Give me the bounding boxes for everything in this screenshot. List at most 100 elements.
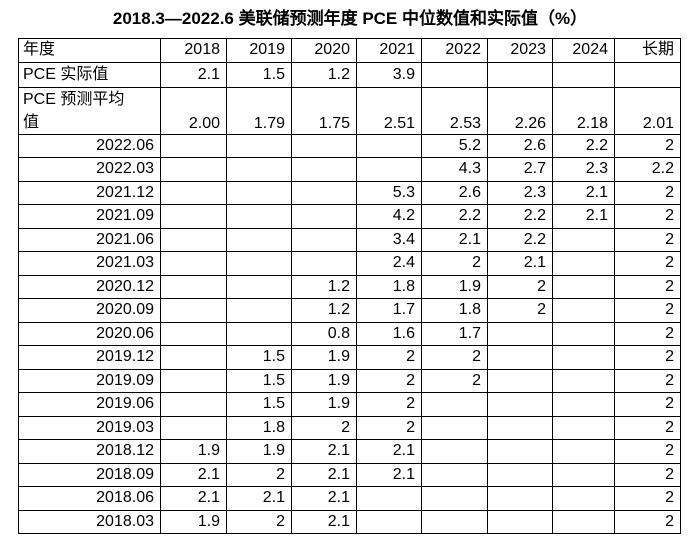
table-cell — [226, 251, 292, 276]
table-cell: 2 — [487, 274, 553, 299]
table-cell — [487, 321, 553, 346]
table-cell: 1.7 — [421, 321, 488, 346]
table-cell: 2.2 — [552, 133, 615, 158]
header-cell: 长期 — [614, 38, 681, 63]
table-row: 2018.06 2.1 2.1 2.1 2 — [18, 486, 681, 511]
table-cell — [356, 486, 422, 511]
table-cell: 5.2 — [421, 133, 488, 158]
table-cell — [291, 180, 357, 205]
table-cell: 2.51 — [356, 86, 422, 135]
header-cell: 年度 — [18, 38, 161, 63]
table-cell — [487, 486, 553, 511]
table-cell: 1.9 — [421, 274, 488, 299]
table-cell: 2.4 — [356, 251, 422, 276]
table-cell: 1.6 — [356, 321, 422, 346]
table-cell: 2.26 — [487, 86, 553, 135]
table-cell — [291, 133, 357, 158]
table-row: 2020.09 1.2 1.7 1.8 2 2 — [18, 298, 681, 323]
table-cell: 2 — [421, 251, 488, 276]
table-cell — [552, 61, 615, 88]
table-cell: 1.9 — [160, 509, 227, 534]
table-row: 2019.03 1.8 2 2 2 — [18, 415, 681, 440]
table-cell: 2.1 — [291, 509, 357, 534]
table-cell: 2.2 — [421, 204, 488, 229]
table-cell: 1.9 — [291, 392, 357, 417]
table-row: 2022.03 4.3 2.7 2.3 2.2 — [18, 157, 681, 182]
table-cell: 2 — [614, 133, 681, 158]
table-cell: 5.3 — [356, 180, 422, 205]
table-row: 2019.12 1.5 1.9 2 2 2 — [18, 345, 681, 370]
table-cell — [552, 321, 615, 346]
row-label: 2021.09 — [18, 204, 161, 229]
table-cell: 1.9 — [291, 368, 357, 393]
table-cell — [160, 133, 227, 158]
table-cell — [160, 204, 227, 229]
table-cell: 1.2 — [291, 274, 357, 299]
table-cell — [552, 462, 615, 487]
header-cell: 2022 — [421, 38, 488, 63]
header-cell: 2019 — [226, 38, 292, 63]
table-cell — [552, 509, 615, 534]
table-cell: 2.1 — [160, 61, 227, 88]
table-cell — [421, 509, 488, 534]
table-row: 2021.09 4.2 2.2 2.2 2.1 2 — [18, 204, 681, 229]
table-cell: 1.5 — [226, 61, 292, 88]
table-cell — [421, 486, 488, 511]
table-cell: 1.2 — [291, 61, 357, 88]
table-cell: 2 — [614, 486, 681, 511]
table-cell: 2 — [356, 368, 422, 393]
table-cell: 2.1 — [552, 204, 615, 229]
header-row: 年度 2018 2019 2020 2021 2022 2023 2024 长期 — [18, 38, 681, 63]
table-cell: 1.79 — [226, 86, 292, 135]
table-cell: 2 — [614, 368, 681, 393]
table-cell: 2 — [614, 274, 681, 299]
table-cell — [487, 61, 553, 88]
table-cell: 2 — [614, 204, 681, 229]
table-cell — [226, 321, 292, 346]
row-label: 2018.06 — [18, 486, 161, 511]
header-cell: 2020 — [291, 38, 357, 63]
table-cell: 2 — [614, 415, 681, 440]
table-cell: 2.1 — [291, 486, 357, 511]
table-cell: 2.1 — [356, 439, 422, 464]
table-cell — [226, 204, 292, 229]
row-label: 2020.06 — [18, 321, 161, 346]
table-cell — [487, 509, 553, 534]
table-cell: 1.5 — [226, 392, 292, 417]
table-cell — [487, 345, 553, 370]
row-label: 2019.09 — [18, 368, 161, 393]
table-cell — [356, 509, 422, 534]
table-cell — [487, 439, 553, 464]
row-label: 2020.09 — [18, 298, 161, 323]
table-cell — [421, 415, 488, 440]
table-cell: 2 — [614, 180, 681, 205]
table-row: PCE 预测平均值 2.00 1.79 1.75 2.51 2.53 2.26 2.18 2.0… — [18, 86, 681, 135]
table-row: 2018.03 1.9 2 2.1 2 — [18, 509, 681, 534]
row-label: 2022.06 — [18, 133, 161, 158]
table-cell — [291, 157, 357, 182]
table-cell — [160, 368, 227, 393]
table-cell — [356, 133, 422, 158]
table-cell: 1.2 — [291, 298, 357, 323]
table-row: 2020.12 1.2 1.8 1.9 2 2 — [18, 274, 681, 299]
table-cell — [226, 227, 292, 252]
table-cell — [421, 462, 488, 487]
table-cell — [421, 439, 488, 464]
table-cell: 2 — [614, 251, 681, 276]
table-cell: 2 — [614, 462, 681, 487]
table-cell — [552, 392, 615, 417]
row-label: 2019.03 — [18, 415, 161, 440]
table-cell — [160, 274, 227, 299]
table-cell — [552, 251, 615, 276]
table-row: PCE 实际值 2.1 1.5 1.2 3.9 — [18, 61, 681, 88]
table-row: 2021.12 5.3 2.6 2.3 2.1 2 — [18, 180, 681, 205]
table-cell: 1.8 — [421, 298, 488, 323]
table-cell: 2 — [614, 392, 681, 417]
table-cell: 2.2 — [487, 204, 553, 229]
table-cell — [226, 133, 292, 158]
table-cell: 2.00 — [160, 86, 227, 135]
row-label: 2018.09 — [18, 462, 161, 487]
table-cell: 2.1 — [226, 486, 292, 511]
table-cell — [487, 392, 553, 417]
